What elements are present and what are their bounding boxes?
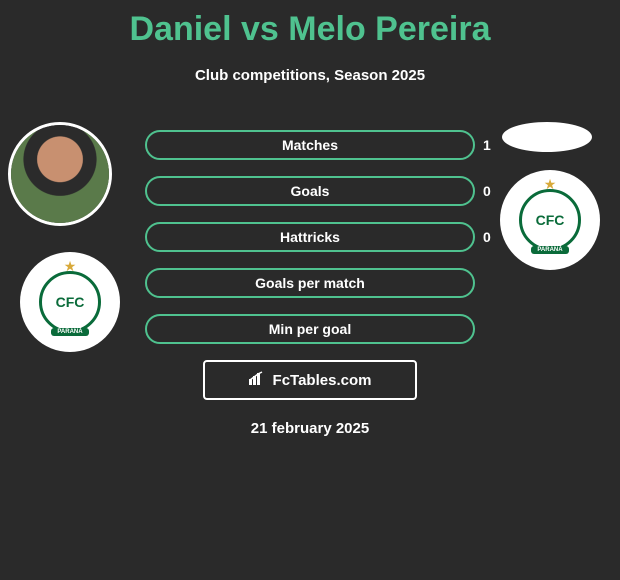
stat-label: Min per goal [269,321,351,337]
stat-label: Goals [291,183,330,199]
club-abbr: CFC [56,294,85,310]
stat-label: Goals per match [255,275,365,291]
stat-label: Matches [282,137,338,153]
stat-right-value: 0 [483,183,513,199]
player-left-name: Daniel [130,10,232,48]
stat-row-matches: Matches 1 [145,130,475,160]
club-badge-right: ★ CFC PARANÁ [500,170,600,270]
branding-label: FcTables.com [273,372,372,389]
stat-label: Hattricks [280,229,340,245]
chart-icon [249,371,267,389]
club-abbr: CFC [536,212,565,228]
player-right-name: Melo Pereira [288,10,490,48]
date: 21 february 2025 [0,420,620,437]
stat-right-value: 0 [483,229,513,245]
stats-table: Matches 1 Goals 0 Hattricks 0 Goals per … [145,130,475,344]
club-badge-left: ★ CFC PARANÁ [20,252,120,352]
subtitle: Club competitions, Season 2025 [0,67,620,84]
player-left-photo [8,122,112,226]
player-right-photo [502,122,592,152]
club-ribbon: PARANÁ [531,246,568,254]
page-title: Daniel vs Melo Pereira [0,0,620,49]
stat-row-goals: Goals 0 [145,176,475,206]
stat-row-hattricks: Hattricks 0 [145,222,475,252]
branding-box: FcTables.com [203,360,417,400]
vs-separator: vs [232,10,289,48]
stat-row-min-per-goal: Min per goal [145,314,475,344]
club-badge-left-inner: CFC PARANÁ [39,271,101,333]
stat-right-value: 1 [483,137,513,153]
player-left-face [11,125,109,223]
club-badge-right-inner: CFC PARANÁ [519,189,581,251]
stat-row-goals-per-match: Goals per match [145,268,475,298]
club-ribbon: PARANÁ [51,328,88,336]
